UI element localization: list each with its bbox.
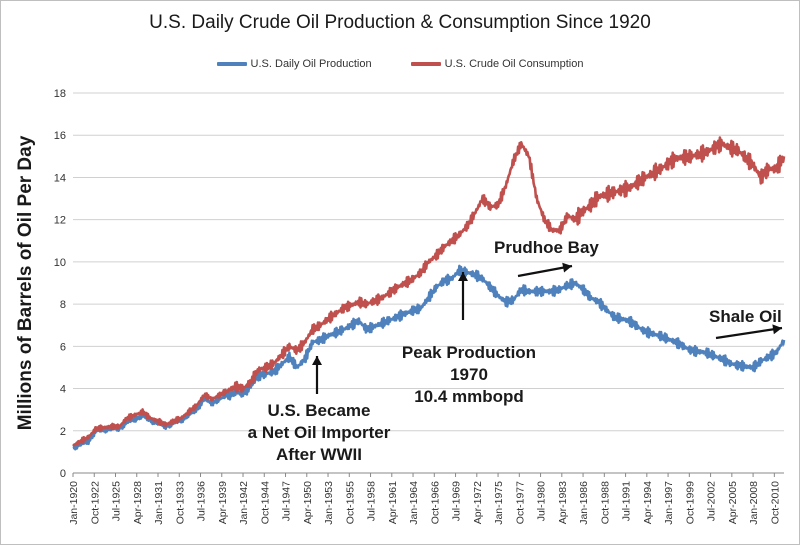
x-tick-label: Oct-1999	[684, 481, 696, 524]
consumption-series-line	[72, 136, 786, 447]
prudhoe-bay-arrow	[517, 264, 573, 278]
y-tick-label: 12	[54, 215, 66, 227]
x-tick-label: Apr-1983	[557, 481, 569, 524]
x-tick-label: Oct-1977	[514, 481, 526, 524]
x-tick-label: Oct-1966	[429, 481, 441, 524]
x-tick-label: Oct-1988	[599, 481, 611, 524]
legend-label-production: U.S. Daily Oil Production	[250, 58, 372, 70]
x-tick-label: Jan-1986	[578, 481, 590, 525]
x-tick-label: Oct-2010	[769, 481, 781, 524]
x-tick-label: Jan-1964	[408, 481, 420, 525]
x-tick-label: Apr-1994	[642, 481, 654, 524]
shale-oil-arrow	[715, 326, 783, 340]
chart-legend: U.S. Daily Oil Production U.S. Crude Oil…	[0, 58, 800, 70]
x-tick-label: Jul-1969	[451, 481, 463, 521]
annotation-net-importer: U.S. Became a Net Oil Importer After WWII	[248, 401, 391, 464]
y-tick-label: 4	[60, 384, 66, 396]
y-tick-label: 2	[60, 426, 66, 438]
x-tick-label: Jul-1958	[366, 481, 378, 521]
legend-item-production: U.S. Daily Oil Production	[216, 58, 372, 70]
x-tick-label: Jan-2008	[748, 481, 760, 525]
x-tick-label: Jul-1925	[111, 481, 123, 521]
x-tick-label: Jan-1942	[238, 481, 250, 525]
legend-swatch-production	[216, 62, 247, 67]
net-importer-arrow-head	[312, 356, 322, 365]
peak-production-arrow-head	[458, 272, 468, 281]
x-tick-label: Apr-1939	[217, 481, 229, 524]
x-tick-label: Oct-1922	[89, 481, 101, 524]
x-tick-label: Jan-1953	[323, 481, 335, 525]
prudhoe-bay-arrow-head	[562, 262, 572, 273]
y-tick-label: 0	[60, 468, 66, 480]
annotation-shale-oil: Shale Oil	[709, 307, 782, 326]
x-tick-label: Jul-1980	[536, 481, 548, 521]
x-tick-label: Jul-2002	[706, 481, 718, 521]
y-tick-label: 6	[60, 341, 66, 353]
x-tick-label: Jul-1947	[281, 481, 293, 521]
x-tick-label: Jul-1936	[196, 481, 208, 521]
annotation-prudhoe-bay: Prudhoe Bay	[494, 238, 599, 257]
x-tick-label: Jan-1975	[493, 481, 505, 525]
x-tick-label: Jan-1920	[68, 481, 80, 525]
legend-label-consumption: U.S. Crude Oil Consumption	[444, 58, 584, 70]
chart-title: U.S. Daily Crude Oil Production & Consum…	[149, 12, 651, 33]
x-tick-label: Jan-1931	[153, 481, 165, 525]
x-tick-label: Apr-2005	[727, 481, 739, 524]
x-tick-label: Apr-1928	[132, 481, 144, 524]
x-tick-label: Oct-1944	[259, 481, 271, 524]
x-tick-label: Apr-1972	[472, 481, 484, 524]
y-tick-label: 10	[54, 257, 66, 269]
x-tick-label: Apr-1961	[387, 481, 399, 524]
shale-oil-arrow-head	[772, 324, 782, 335]
x-tick-label: Oct-1955	[344, 481, 356, 524]
x-tick-label: Jan-1997	[663, 481, 675, 525]
y-tick-label: 14	[54, 172, 66, 184]
annotation-peak-production: Peak Production 1970 10.4 mmbopd	[402, 343, 536, 406]
y-tick-label: 18	[54, 88, 66, 100]
y-tick-label: 16	[54, 130, 66, 142]
x-tick-label: Jul-1991	[621, 481, 633, 521]
legend-item-consumption: U.S. Crude Oil Consumption	[410, 58, 584, 70]
x-tick-label: Apr-1950	[302, 481, 314, 524]
y-tick-label: 8	[60, 299, 66, 311]
legend-swatch-consumption	[410, 62, 441, 67]
x-tick-label: Oct-1933	[174, 481, 186, 524]
